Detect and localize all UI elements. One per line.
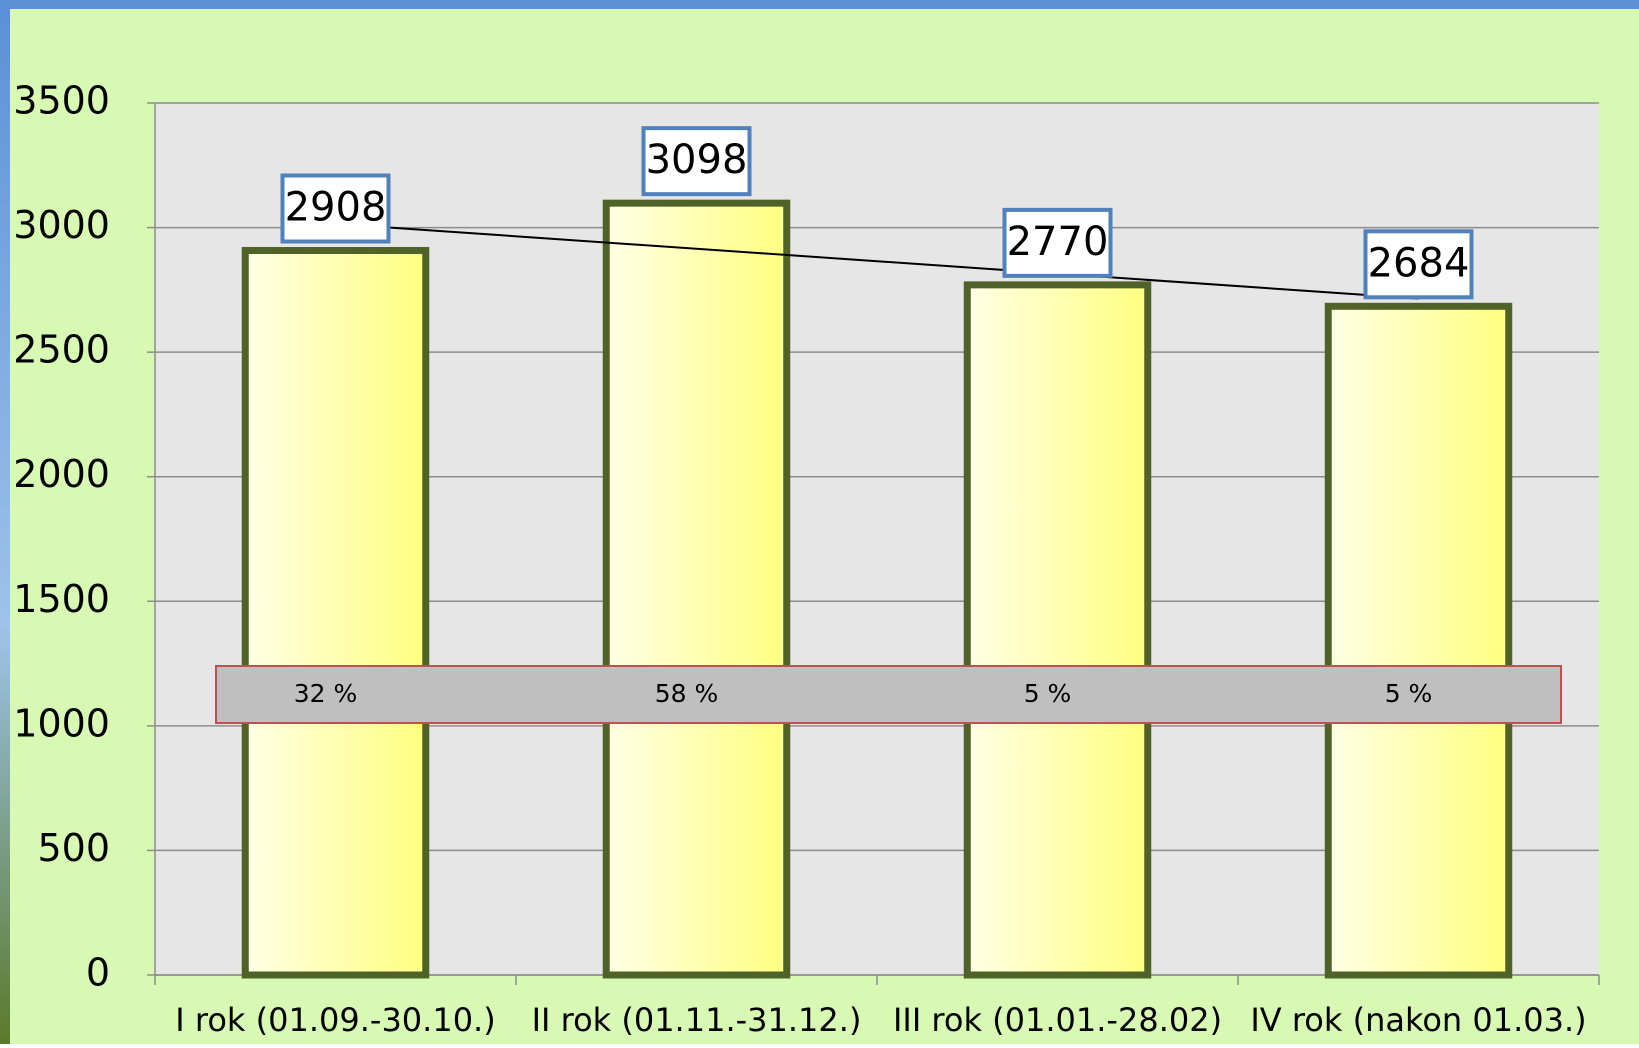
y-tick-label: 3500: [13, 79, 110, 123]
bar: [967, 285, 1148, 975]
page: {"chart_data": {"type": "bar", "categori…: [0, 0, 1639, 1044]
y-tick-label: 500: [37, 826, 110, 870]
y-tick-label: 1500: [13, 577, 110, 621]
percent-label: 58 %: [655, 679, 719, 708]
percent-label: 32 %: [294, 679, 358, 708]
bar: [606, 203, 787, 975]
percent-label: 5 %: [1024, 679, 1072, 708]
percent-band: [216, 666, 1561, 723]
value-label: 2770: [1007, 219, 1109, 265]
x-tick-label: III rok (01.01.-28.02): [893, 1001, 1222, 1039]
x-tick-label: I rok (01.09.-30.10.): [175, 1001, 495, 1039]
chart: 0 500 1000 1500 2000 2500 3000 3500 I rok (01.09…: [0, 0, 1639, 1044]
value-label: 3098: [646, 137, 748, 183]
x-tick-label: IV rok (nakon 01.03.): [1250, 1001, 1586, 1039]
y-tick-label: 0: [86, 951, 110, 995]
percent-label: 5 %: [1385, 679, 1433, 708]
x-tick-label: II rok (01.11.-31.12.): [532, 1001, 862, 1039]
value-label: 2908: [285, 184, 387, 230]
bar: [245, 250, 426, 975]
value-label: 2684: [1368, 240, 1470, 286]
y-tick-label: 2500: [13, 328, 110, 372]
y-tick-label: 1000: [13, 701, 110, 745]
y-tick-label: 2000: [13, 452, 110, 496]
y-tick-label: 3000: [13, 203, 110, 247]
bar: [1328, 306, 1509, 975]
